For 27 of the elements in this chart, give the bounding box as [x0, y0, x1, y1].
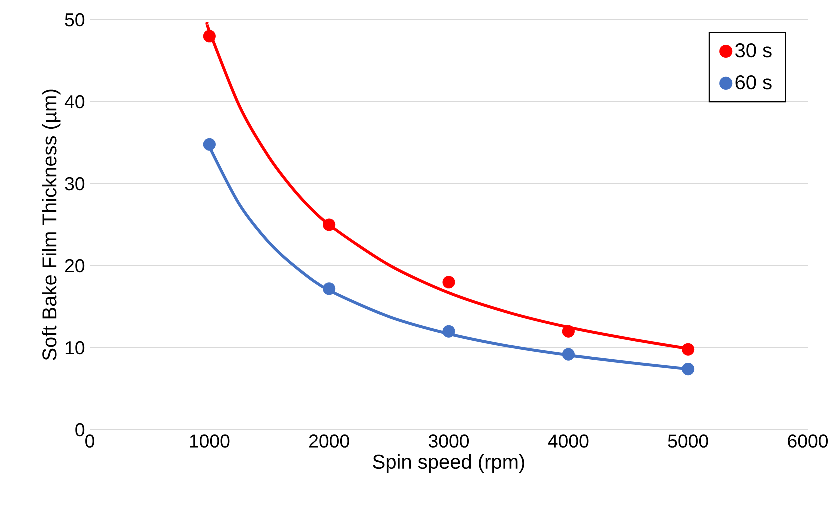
x-tick-label: 1000: [190, 434, 230, 448]
x-axis-title: Spin speed (rpm): [373, 454, 524, 474]
x-tick-label: 2000: [310, 434, 350, 448]
x-tick-label: 0: [86, 434, 94, 448]
x-tick-label: 6000: [788, 434, 828, 448]
y-tick-label: 40: [64, 95, 85, 109]
x-tick-label: 4000: [548, 434, 589, 448]
point: [682, 363, 695, 376]
point: [562, 348, 575, 361]
y-tick-label: 30: [65, 177, 85, 191]
point: [682, 343, 695, 356]
point: [442, 325, 456, 338]
legend-label: 60 s: [736, 75, 772, 90]
y-tick-label: 0: [76, 423, 85, 437]
point: [323, 282, 336, 296]
y-axis-title: Soft Bake Film Thickness (µm): [42, 90, 61, 360]
point: [562, 325, 575, 338]
x-tick-label: 3000: [428, 434, 470, 448]
y-tick-label: 20: [65, 259, 85, 273]
x-tick-label: 5000: [668, 434, 708, 448]
point: [323, 218, 336, 232]
point: [203, 138, 216, 151]
y-tick-label: 10: [66, 341, 85, 355]
point: [442, 276, 456, 289]
y-tick-label: 50: [65, 13, 85, 27]
legend-label: 30 s: [736, 43, 772, 58]
point: [203, 30, 216, 43]
